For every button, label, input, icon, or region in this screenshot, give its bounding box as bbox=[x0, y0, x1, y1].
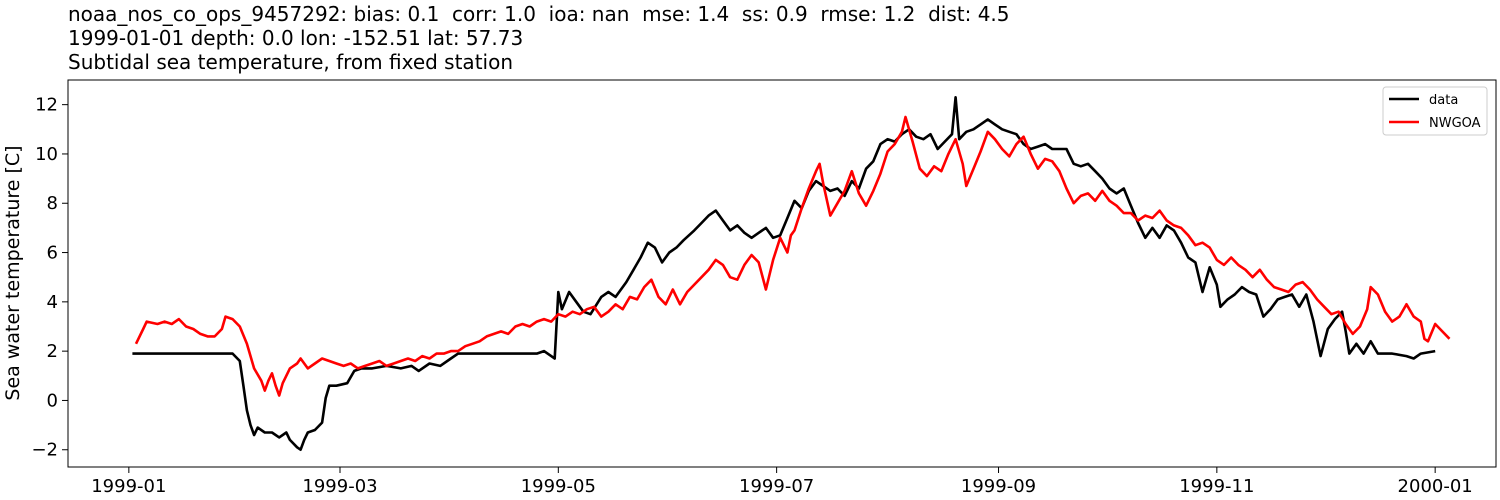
series-line-nwgoa bbox=[134, 115, 1451, 397]
title-line-description: Subtidal sea temperature, from fixed sta… bbox=[68, 50, 513, 74]
y-tick-label: 8 bbox=[47, 193, 58, 214]
x-tick-label: 1999-05 bbox=[521, 476, 596, 497]
series-layer bbox=[132, 96, 1451, 451]
plot-frame bbox=[67, 79, 1497, 468]
x-tick-label: 1999-07 bbox=[739, 476, 814, 497]
y-tick-label: 10 bbox=[35, 144, 58, 165]
y-tick-label: 0 bbox=[47, 390, 58, 411]
title-line-stats: noaa_nos_co_ops_9457292: bias: 0.1 corr:… bbox=[68, 2, 1010, 26]
title-line-station: 1999-01-01 depth: 0.0 lon: -152.51 lat: … bbox=[68, 26, 524, 50]
legend: data NWGOA bbox=[1382, 86, 1488, 136]
y-tick-label: 12 bbox=[35, 95, 58, 116]
y-tick-label: 2 bbox=[47, 341, 58, 362]
x-tick-label: 1999-11 bbox=[1179, 476, 1254, 497]
x-axis: 1999-01 1999-03 1999-05 1999-07 1999-09 1999-… bbox=[91, 467, 1473, 497]
y-tick-label: −2 bbox=[31, 440, 58, 461]
y-axis: −2 0 2 4 6 8 10 12 bbox=[31, 95, 68, 461]
x-tick-label: 2000-01 bbox=[1398, 476, 1473, 497]
x-tick-label: 1999-01 bbox=[91, 476, 166, 497]
legend-label-nwgoa: NWGOA bbox=[1429, 116, 1481, 131]
y-tick-label: 6 bbox=[47, 243, 58, 264]
y-axis-label: Sea water temperature [C] bbox=[2, 145, 24, 400]
legend-label-data: data bbox=[1429, 93, 1458, 108]
series-line-data bbox=[132, 96, 1436, 451]
x-tick-label: 1999-09 bbox=[961, 476, 1036, 497]
chart-title: noaa_nos_co_ops_9457292: bias: 0.1 corr:… bbox=[68, 2, 1010, 74]
x-tick-label: 1999-03 bbox=[302, 476, 377, 497]
y-tick-label: 4 bbox=[47, 292, 58, 313]
